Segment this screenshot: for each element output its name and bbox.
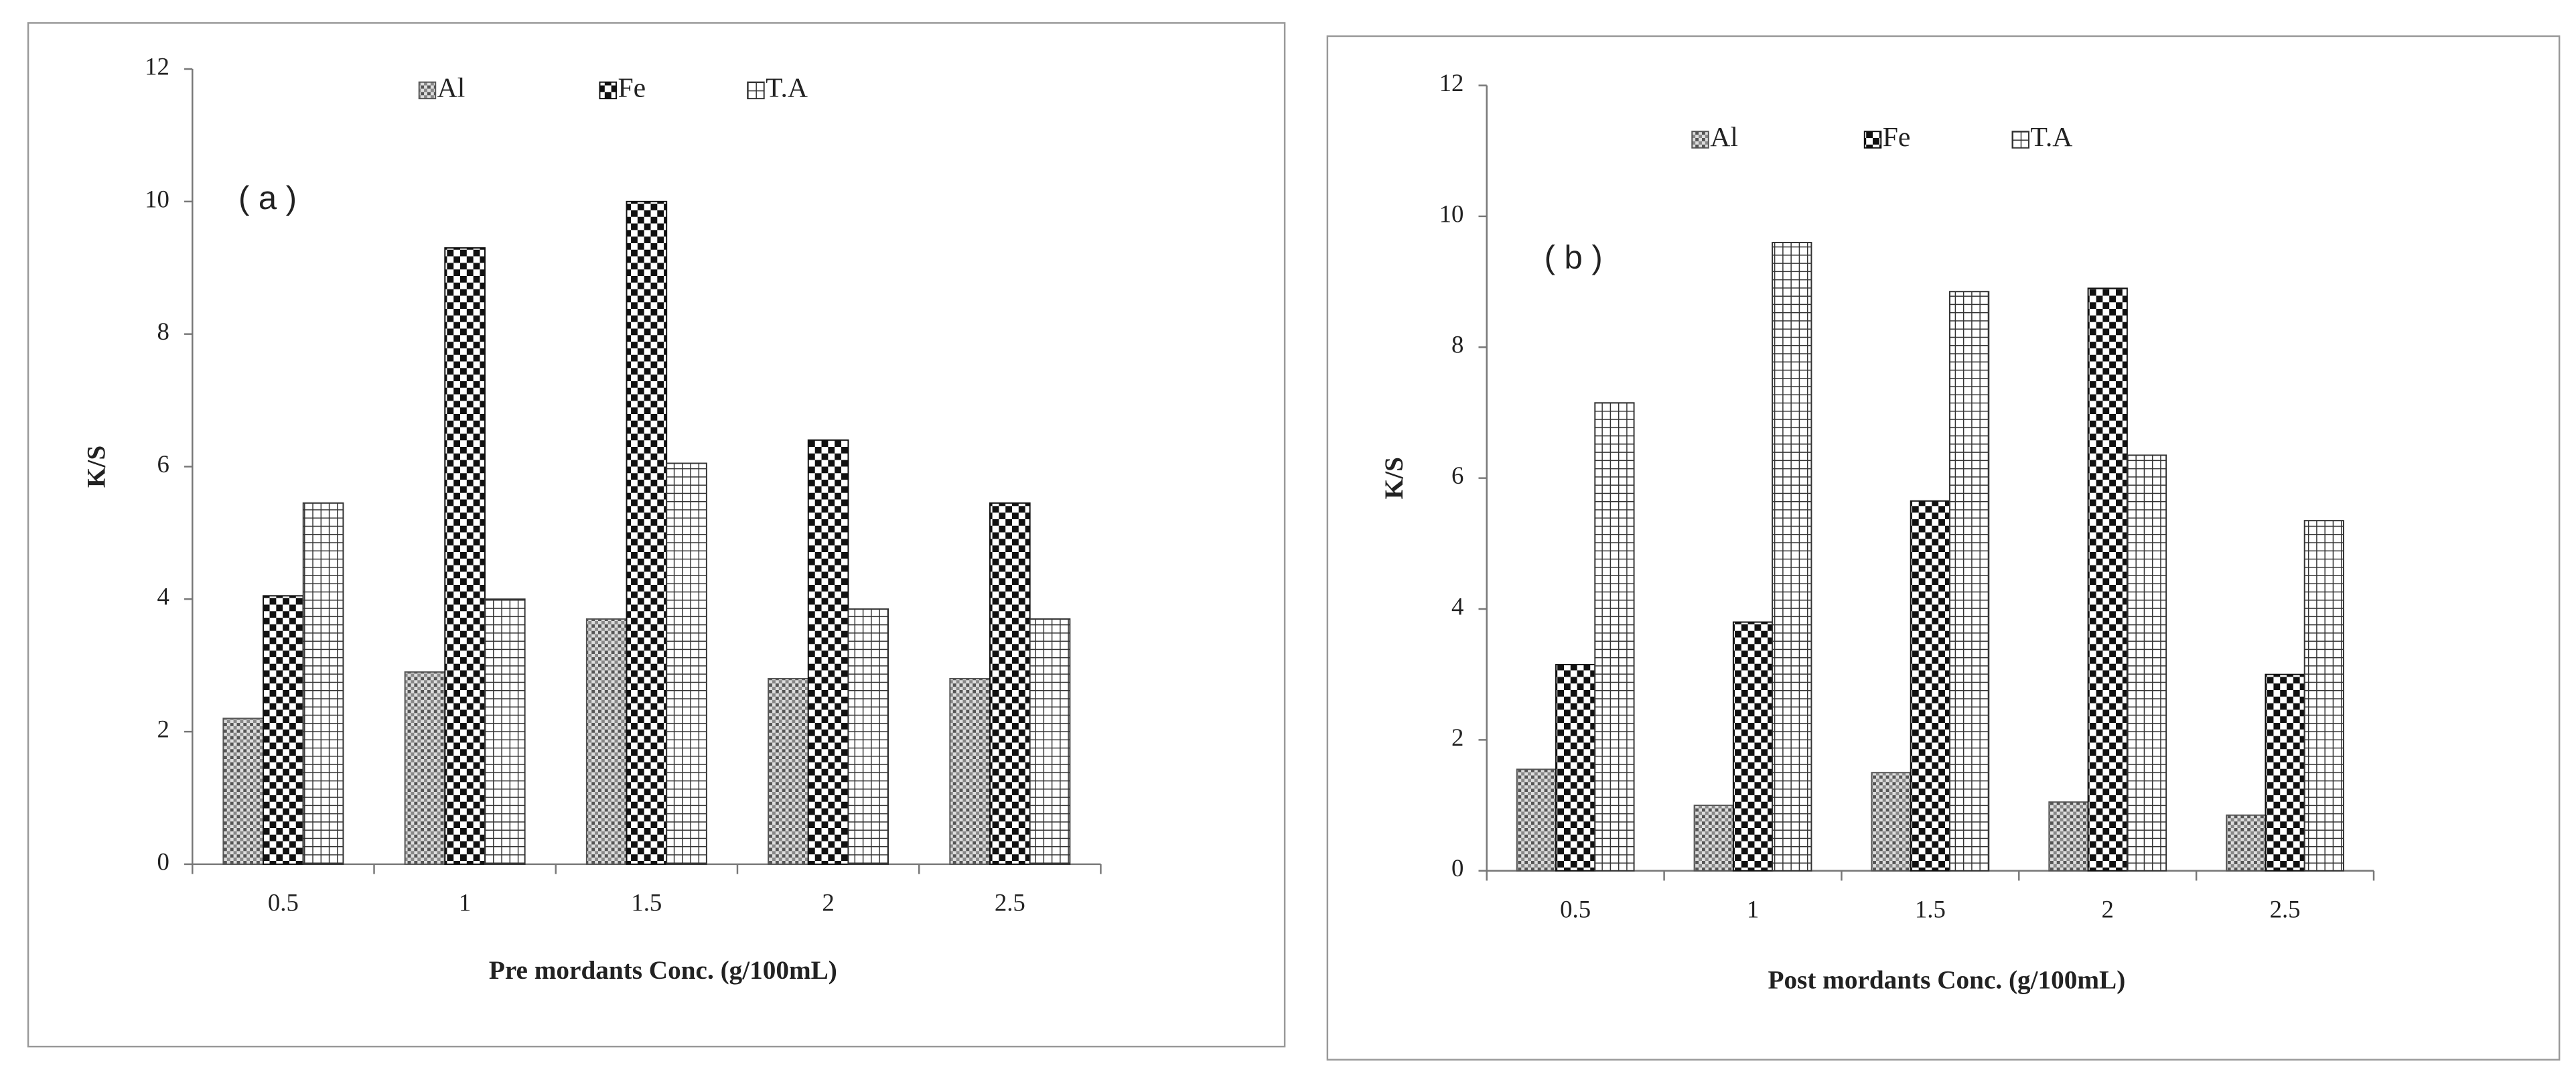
y-tick-label: 12	[145, 52, 169, 80]
legend-swatch	[1691, 131, 1709, 149]
bar	[847, 608, 889, 865]
x-tick-label: 1	[1747, 895, 1759, 923]
bar	[807, 439, 849, 865]
legend-label: T.A	[2030, 122, 2072, 153]
y-tick-label: 8	[1451, 331, 1463, 358]
bar	[585, 618, 628, 865]
x-tick-label: 2	[822, 889, 834, 917]
y-tick-label: 0	[157, 847, 169, 875]
bar	[1555, 664, 1596, 872]
y-tick-label: 2	[1451, 724, 1463, 751]
bar	[444, 247, 486, 865]
bar	[2048, 801, 2089, 872]
y-tick-label: 6	[157, 450, 169, 478]
legend-label: Fe	[618, 72, 646, 103]
bar	[1693, 805, 1734, 872]
legend-swatch	[747, 81, 765, 100]
bar	[626, 200, 668, 865]
bar	[1029, 618, 1071, 865]
bar	[2303, 520, 2344, 872]
bar	[2226, 814, 2267, 872]
bar	[2126, 454, 2167, 872]
legend-label: T.A	[766, 72, 808, 103]
x-tick-label: 0.5	[1560, 895, 1591, 923]
legend-swatch	[1863, 131, 1882, 149]
legend-swatch	[418, 81, 437, 100]
bar	[1516, 768, 1557, 872]
x-axis-label: Post mordants Conc. (g/100mL)	[1768, 966, 2126, 995]
bar	[768, 678, 809, 865]
annotation: ( a )	[238, 180, 297, 216]
bar	[263, 595, 304, 865]
bar	[1871, 772, 1912, 872]
bar	[1594, 402, 1635, 872]
x-tick-label: 1.5	[1915, 895, 1946, 923]
bar	[1910, 500, 1950, 872]
x-tick-label: 2.5	[2270, 895, 2301, 923]
bar	[2265, 673, 2305, 872]
bar	[989, 502, 1031, 865]
y-tick-label: 4	[157, 583, 169, 610]
bar	[302, 502, 344, 865]
bar	[949, 678, 991, 865]
y-tick-label: 0	[1451, 854, 1463, 882]
x-axis-label: Pre mordants Conc. (g/100mL)	[489, 956, 837, 985]
bar	[404, 671, 446, 865]
x-tick-label: 1.5	[631, 889, 662, 917]
y-axis-label: K/S	[1380, 457, 1409, 499]
y-tick-label: 10	[145, 185, 169, 212]
bar	[2087, 287, 2128, 872]
x-tick-label: 1	[459, 889, 471, 917]
x-tick-label: 2.5	[995, 889, 1025, 917]
legend-swatch	[2011, 131, 2029, 149]
y-tick-label: 2	[157, 716, 169, 743]
legend-label: Al	[1710, 122, 1738, 153]
x-tick-label: 2	[2102, 895, 2114, 923]
annotation: ( b )	[1545, 239, 1603, 275]
panel-border	[27, 22, 1286, 1048]
y-tick-label: 12	[1439, 69, 1464, 96]
legend-label: Al	[437, 72, 466, 103]
bar	[1772, 241, 1812, 872]
x-tick-label: 0.5	[268, 889, 299, 917]
bar	[484, 598, 526, 865]
y-axis-label: K/S	[82, 446, 111, 488]
bar	[222, 718, 265, 865]
panel-border	[1326, 35, 2561, 1061]
legend-swatch	[599, 81, 617, 100]
y-tick-label: 4	[1451, 592, 1463, 620]
y-tick-label: 6	[1451, 462, 1463, 489]
bar	[1732, 621, 1774, 872]
bar	[666, 462, 707, 865]
y-tick-label: 8	[157, 318, 169, 345]
y-tick-label: 10	[1439, 200, 1464, 227]
bar	[1949, 291, 1990, 872]
legend-label: Fe	[1883, 122, 1911, 153]
